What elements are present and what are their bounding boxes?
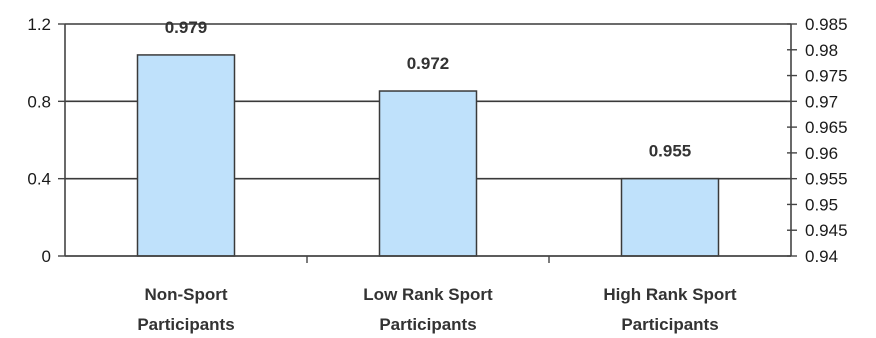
category-label: Participants — [379, 315, 476, 334]
axes — [58, 23, 797, 263]
category-label: Participants — [621, 315, 718, 334]
category-label: High Rank Sport — [603, 285, 737, 304]
right-tick-label: 0.975 — [805, 67, 848, 86]
left-tick-label: 0.4 — [27, 170, 51, 189]
category-label: Low Rank Sport — [363, 285, 493, 304]
data-label: 0.955 — [649, 142, 692, 161]
right-tick-label: 0.955 — [805, 170, 848, 189]
left-tick-label: 0 — [42, 247, 51, 266]
right-tick-label: 0.94 — [805, 247, 838, 266]
right-tick-label: 0.95 — [805, 195, 838, 214]
right-tick-label: 0.945 — [805, 221, 848, 240]
right-tick-label: 0.985 — [805, 15, 848, 34]
bar — [378, 90, 478, 257]
left-tick-label: 1.2 — [27, 15, 51, 34]
bar — [620, 177, 720, 257]
right-tick-label: 0.97 — [805, 92, 838, 111]
right-tick-label: 0.96 — [805, 144, 838, 163]
data-label: 0.972 — [407, 54, 450, 73]
left-tick-label: 0.8 — [27, 92, 51, 111]
category-label: Non-Sport — [144, 285, 227, 304]
bars — [136, 54, 720, 257]
data-label: 0.979 — [165, 18, 208, 37]
category-label: Participants — [137, 315, 234, 334]
bar — [136, 54, 236, 257]
right-tick-label: 0.965 — [805, 118, 848, 137]
labels: 0 0.4 0.8 1.2 0.94 0.945 0.95 0.955 0.96 0.965 0.9… — [27, 15, 847, 334]
right-tick-label: 0.98 — [805, 41, 838, 60]
